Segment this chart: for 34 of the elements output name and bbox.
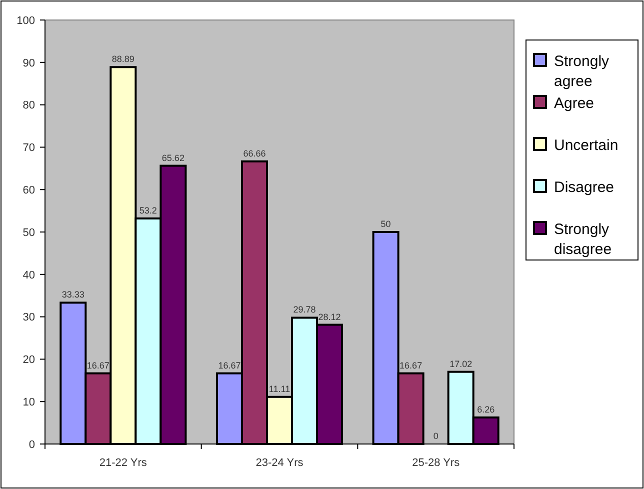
y-tick-label: 100 <box>16 14 35 27</box>
data-label: 16.67 <box>400 360 422 370</box>
legend-label: Agree <box>554 95 594 112</box>
x-tick-label: 21-22 Yrs <box>99 457 148 469</box>
y-tick-label: 30 <box>22 312 35 324</box>
legend-label: Strongly disagree <box>554 221 612 258</box>
data-label: 16.67 <box>218 360 241 370</box>
data-label: 0 <box>433 431 438 441</box>
y-tick-label: 70 <box>22 142 35 154</box>
data-label: 17.02 <box>450 358 472 369</box>
x-tick-label: 23-24 Yrs <box>256 457 304 469</box>
data-label: 11.11 <box>268 384 290 394</box>
y-tick-label: 50 <box>22 226 35 239</box>
data-label: 6.26 <box>477 404 495 414</box>
y-tick-label: 0 <box>28 438 35 451</box>
x-tick-label: 25-28 Yrs <box>412 457 460 469</box>
data-label: 16.67 <box>86 360 110 370</box>
data-label: 28.12 <box>318 312 341 322</box>
y-tick-label: 90 <box>22 57 35 70</box>
data-label: 88.89 <box>112 54 134 64</box>
y-tick-label: 80 <box>22 100 35 112</box>
data-label: 50 <box>380 219 391 229</box>
y-tick-label: 20 <box>22 354 35 366</box>
y-tick-label: 10 <box>22 396 35 408</box>
legend-label: Disagree <box>554 179 614 196</box>
data-label: 65.62 <box>162 152 184 163</box>
data-label: 66.66 <box>243 148 266 158</box>
y-tick-label: 60 <box>22 184 35 196</box>
data-label: 53.2 <box>139 205 157 216</box>
legend-label: Strongly agree <box>554 53 610 90</box>
legend-label: Uncertain <box>554 137 618 154</box>
data-label: 29.78 <box>293 304 316 315</box>
data-label: 33.33 <box>62 290 84 300</box>
y-tick-label: 40 <box>22 269 35 282</box>
